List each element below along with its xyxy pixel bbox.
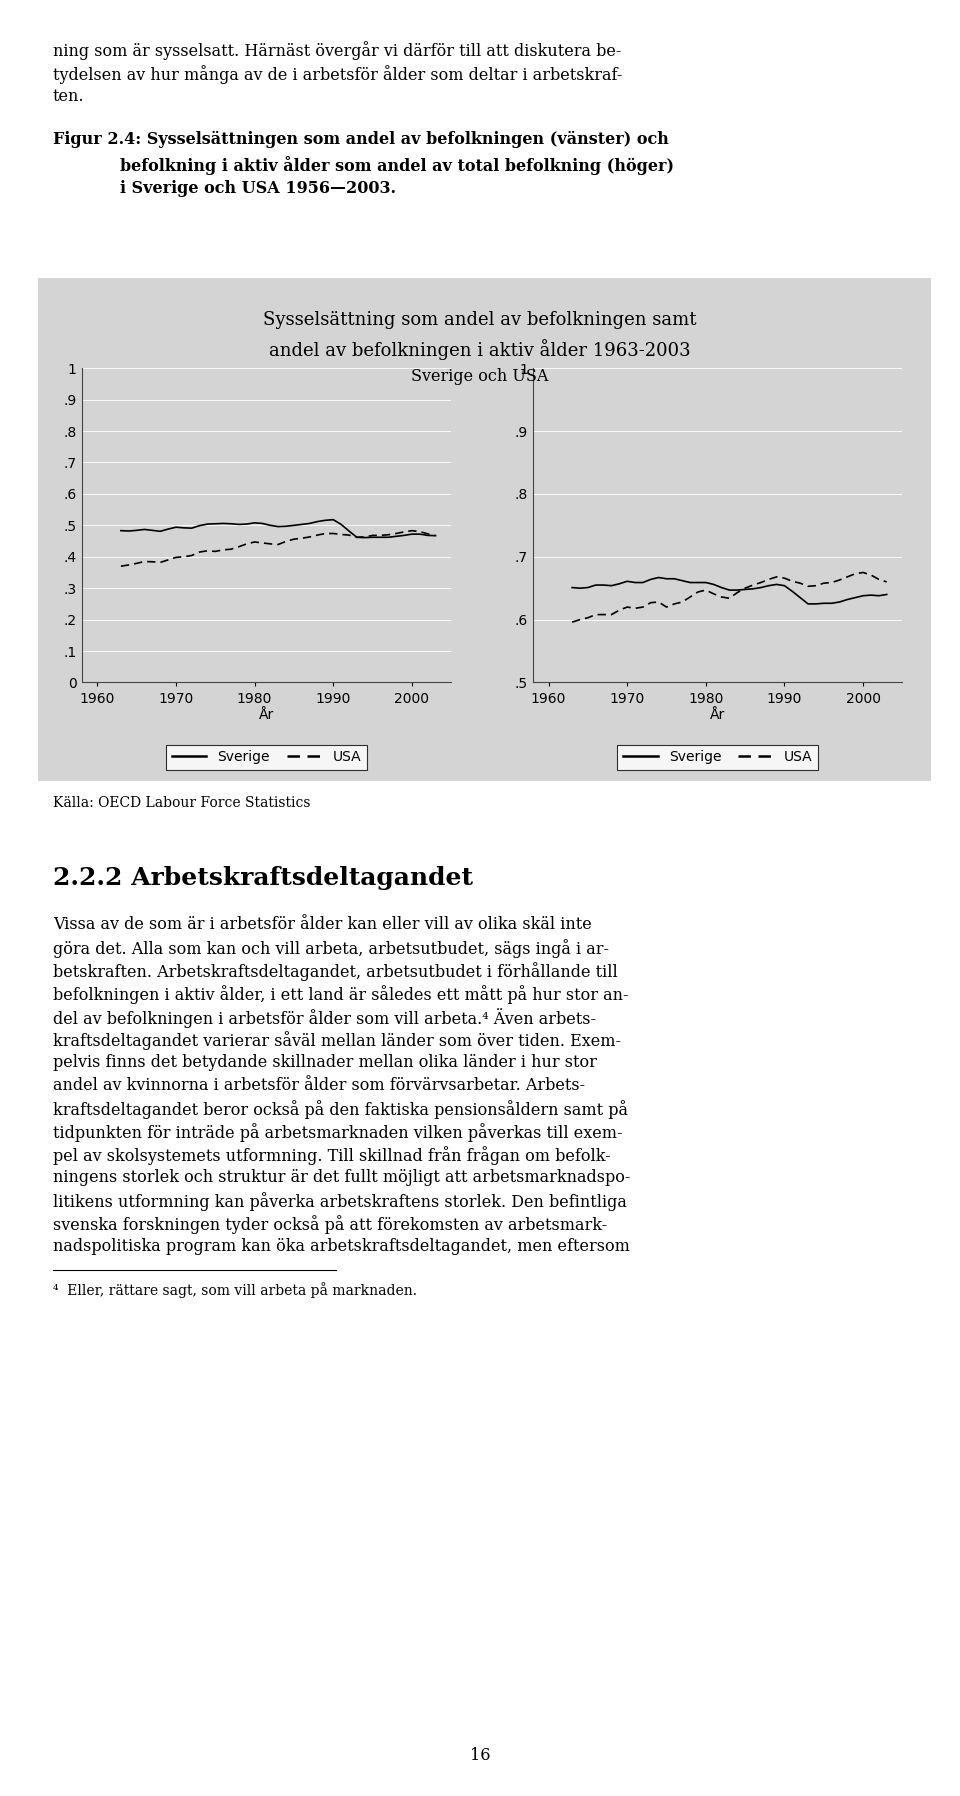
Text: i Sverige och USA 1956—2003.: i Sverige och USA 1956—2003. <box>120 180 396 198</box>
Text: andel av befolkningen i aktiv ålder 1963-2003: andel av befolkningen i aktiv ålder 1963… <box>269 339 691 361</box>
Text: Källa: OECD Labour Force Statistics: Källa: OECD Labour Force Statistics <box>53 796 310 810</box>
X-axis label: År: År <box>710 708 725 722</box>
Text: 2.2.2 Arbetskraftsdeltagandet: 2.2.2 Arbetskraftsdeltagandet <box>53 866 472 889</box>
Text: nadspolitiska program kan öka arbetskraftsdeltagandet, men eftersom: nadspolitiska program kan öka arbetskraf… <box>53 1237 630 1255</box>
Text: Vissa av de som är i arbetsför ålder kan eller vill av olika skäl inte: Vissa av de som är i arbetsför ålder kan… <box>53 916 591 932</box>
Text: befolkningen i aktiv ålder, i ett land är således ett mått på hur stor an-: befolkningen i aktiv ålder, i ett land ä… <box>53 984 628 1004</box>
Text: andel av kvinnorna i arbetsför ålder som förvärvsarbetar. Arbets-: andel av kvinnorna i arbetsför ålder som… <box>53 1078 585 1094</box>
Text: Sysselsättning som andel av befolkningen samt: Sysselsättning som andel av befolkningen… <box>263 311 697 329</box>
Text: göra det. Alla som kan och vill arbeta, arbetsutbudet, sägs ingå i ar-: göra det. Alla som kan och vill arbeta, … <box>53 939 609 957</box>
Text: del av befolkningen i arbetsför ålder som vill arbeta.⁴ Även arbets-: del av befolkningen i arbetsför ålder so… <box>53 1008 596 1027</box>
Text: ten.: ten. <box>53 88 84 104</box>
Text: 16: 16 <box>469 1748 491 1764</box>
Text: ⁴  Eller, rättare sagt, som vill arbeta på marknaden.: ⁴ Eller, rättare sagt, som vill arbeta p… <box>53 1282 417 1299</box>
Text: ningens storlek och struktur är det fullt möjligt att arbetsmarknadspo-: ningens storlek och struktur är det full… <box>53 1169 630 1185</box>
Text: svenska forskningen tyder också på att förekomsten av arbetsmark-: svenska forskningen tyder också på att f… <box>53 1214 607 1234</box>
Text: pel av skolsystemets utformning. Till skillnad från frågan om befolk-: pel av skolsystemets utformning. Till sk… <box>53 1146 611 1166</box>
Text: Figur 2.4: Sysselsättningen som andel av befolkningen (vänster) och: Figur 2.4: Sysselsättningen som andel av… <box>53 131 669 149</box>
Text: tidpunkten för inträde på arbetsmarknaden vilken påverkas till exem-: tidpunkten för inträde på arbetsmarknade… <box>53 1122 622 1142</box>
Text: kraftsdeltagandet varierar såväl mellan länder som över tiden. Exem-: kraftsdeltagandet varierar såväl mellan … <box>53 1031 621 1051</box>
Text: pelvis finns det betydande skillnader mellan olika länder i hur stor: pelvis finns det betydande skillnader me… <box>53 1054 597 1070</box>
Text: tydelsen av hur många av de i arbetsför ålder som deltar i arbetskraf-: tydelsen av hur många av de i arbetsför … <box>53 65 622 84</box>
Legend: Sverige, USA: Sverige, USA <box>166 745 367 770</box>
Legend: Sverige, USA: Sverige, USA <box>617 745 818 770</box>
Text: ning som är sysselsatt. Härnäst övergår vi därför till att diskutera be-: ning som är sysselsatt. Härnäst övergår … <box>53 41 621 61</box>
Text: kraftsdeltagandet beror också på den faktiska pensionsåldern samt på: kraftsdeltagandet beror också på den fak… <box>53 1099 628 1119</box>
Text: befolkning i aktiv ålder som andel av total befolkning (höger): befolkning i aktiv ålder som andel av to… <box>120 156 674 174</box>
Text: litikens utformning kan påverka arbetskraftens storlek. Den befintliga: litikens utformning kan påverka arbetskr… <box>53 1193 627 1211</box>
Text: Sverige och USA: Sverige och USA <box>411 368 549 384</box>
X-axis label: År: År <box>259 708 274 722</box>
Text: betskraften. Arbetskraftsdeltagandet, arbetsutbudet i förhållande till: betskraften. Arbetskraftsdeltagandet, ar… <box>53 963 617 981</box>
